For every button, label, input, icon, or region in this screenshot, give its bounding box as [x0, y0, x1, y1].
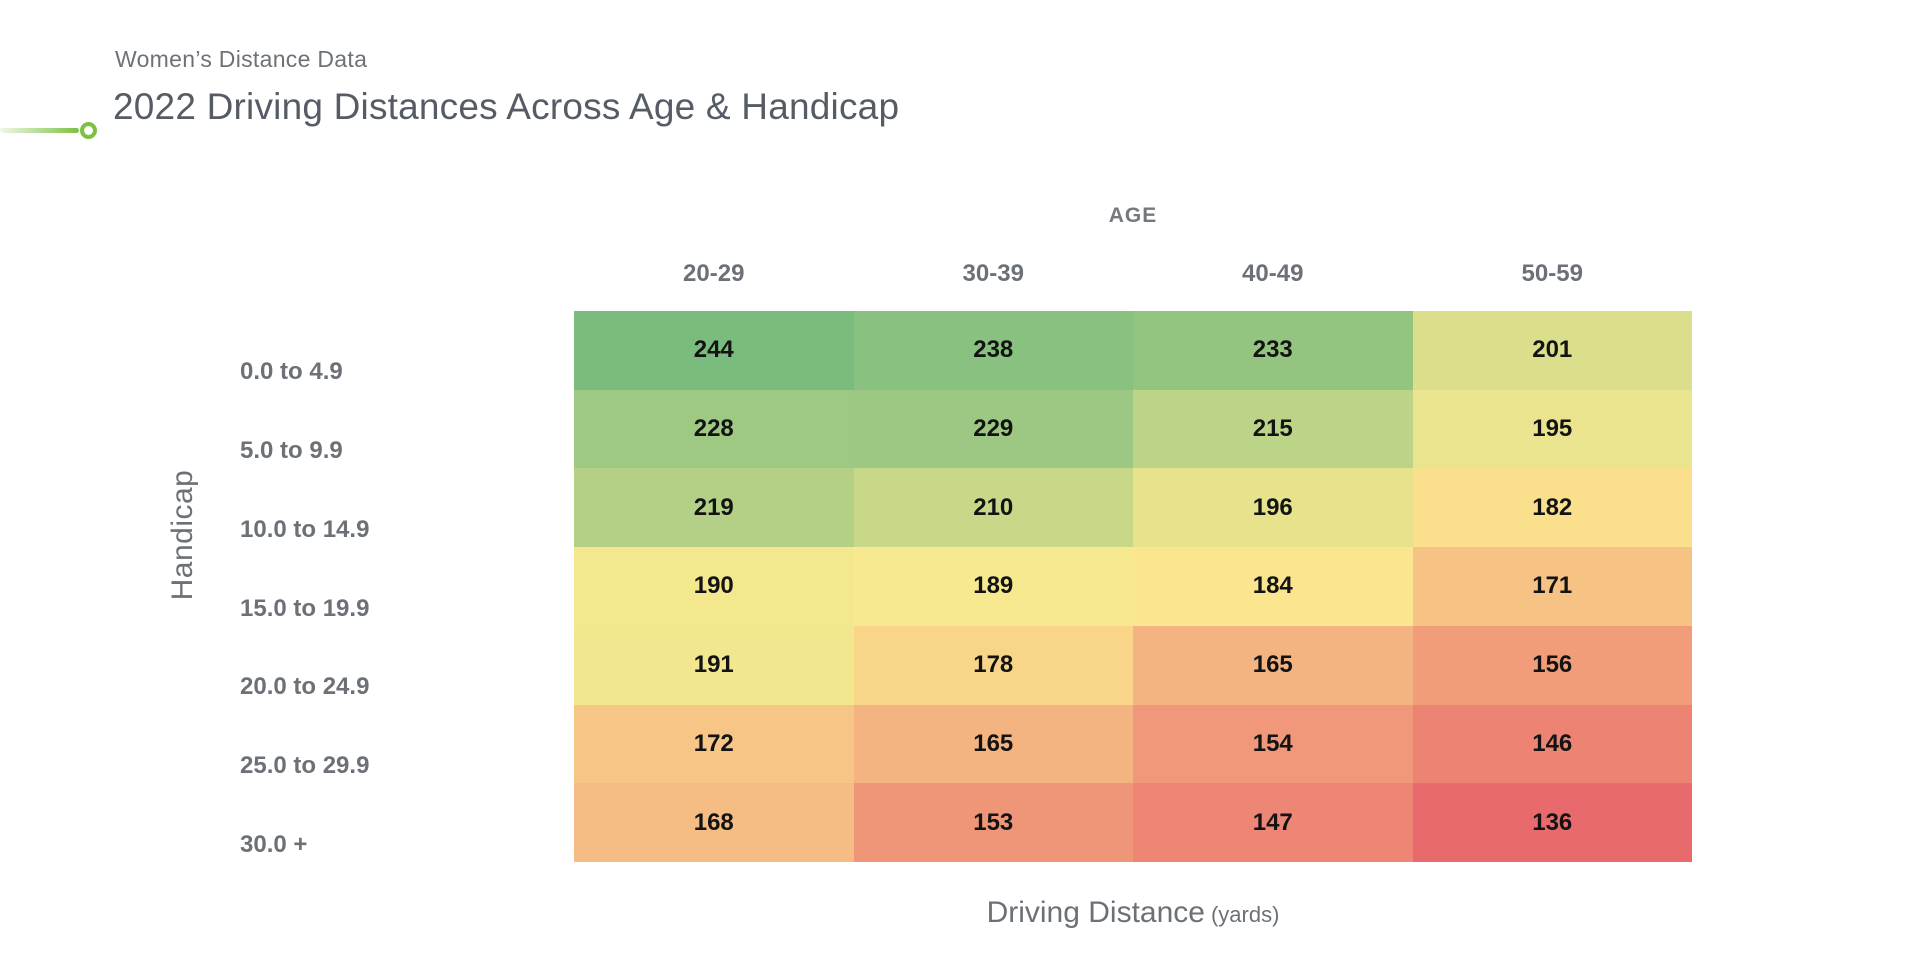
heatmap-cell: 196	[1133, 468, 1413, 548]
heatmap-cell: 195	[1412, 389, 1692, 469]
y-axis-title: Handicap	[166, 469, 199, 601]
cell-value: 178	[973, 651, 1014, 679]
heatmap-cell: 154	[1133, 704, 1413, 784]
title-accent-ring-icon	[80, 122, 97, 139]
value-axis-label: Driving Distance	[986, 896, 1205, 929]
cell-value: 165	[973, 729, 1014, 757]
cell-value: 136	[1532, 808, 1573, 836]
heatmap-cell: 189	[853, 547, 1133, 626]
heatmap-cell: 228	[574, 389, 854, 469]
cell-value: 165	[1252, 651, 1293, 679]
cell-value: 228	[693, 415, 734, 443]
cell-value: 196	[1252, 493, 1293, 521]
cell-value: 195	[1532, 415, 1573, 443]
cell-value: 168	[693, 808, 734, 836]
row-label: 0.0 to 4.9	[240, 358, 343, 386]
cell-value: 182	[1532, 493, 1573, 521]
cell-value: 184	[1252, 572, 1293, 600]
heatmap-cell: 190	[574, 547, 854, 626]
row-labels: 0.0 to 4.9 5.0 to 9.9 10.0 to 14.9 15.0 to …	[240, 311, 540, 862]
title-accent-line	[0, 128, 79, 133]
cell-value: 156	[1532, 651, 1573, 679]
heatmap-cell: 156	[1412, 625, 1692, 705]
column-header: 30-39	[962, 260, 1024, 287]
row-label: 15.0 to 19.9	[240, 594, 370, 622]
chart-subtitle: Women’s Distance Data	[115, 46, 368, 72]
heatmap-cell: 147	[1133, 783, 1413, 862]
heatmap-cell: 244	[574, 311, 854, 390]
cell-value: 233	[1252, 336, 1293, 364]
heatmap-cell: 201	[1412, 311, 1692, 390]
row-label: 5.0 to 9.9	[240, 437, 343, 465]
heatmap-cell: 233	[1133, 311, 1413, 390]
cell-value: 191	[693, 651, 734, 679]
row-label: 10.0 to 14.9	[240, 515, 370, 543]
heatmap-cell: 215	[1133, 389, 1413, 469]
heatmap-cell: 238	[853, 311, 1133, 390]
heatmap-cell: 182	[1412, 468, 1692, 548]
heatmap-cell: 136	[1412, 783, 1692, 862]
column-header: 50-59	[1521, 260, 1583, 287]
value-axis-caption: Driving Distance (yards)	[574, 896, 1692, 930]
cell-value: 153	[973, 808, 1014, 836]
heatmap-cell: 178	[853, 625, 1133, 705]
cell-value: 154	[1252, 729, 1293, 757]
column-header: 40-49	[1242, 260, 1304, 287]
cell-value: 244	[693, 336, 734, 364]
heatmap-cell: 165	[1133, 625, 1413, 705]
heatmap-cell: 165	[853, 704, 1133, 784]
heatmap-cell: 219	[574, 468, 854, 548]
heatmap-cell: 191	[574, 625, 854, 705]
heatmap-cell: 171	[1412, 547, 1692, 626]
cell-value: 146	[1532, 729, 1573, 757]
cell-value: 172	[693, 729, 734, 757]
heatmap-cell: 210	[853, 468, 1133, 548]
cell-value: 215	[1252, 415, 1293, 443]
cell-value: 229	[973, 415, 1014, 443]
row-label: 25.0 to 29.9	[240, 751, 370, 779]
cell-value: 147	[1252, 808, 1293, 836]
x-axis-title: AGE	[1108, 204, 1158, 227]
chart-title: 2022 Driving Distances Across Age & Hand…	[113, 86, 900, 127]
heatmap-grid: 244 238 233 201 228 229 215 195 219 210 196 182 190 1…	[574, 311, 1692, 862]
cell-value: 201	[1532, 336, 1573, 364]
column-headers: 20-29 30-39 40-49 50-59	[574, 260, 1692, 288]
row-label: 30.0 +	[240, 830, 308, 858]
cell-value: 171	[1532, 572, 1573, 600]
cell-value: 190	[693, 572, 734, 600]
heatmap-cell: 172	[574, 704, 854, 784]
cell-value: 210	[973, 493, 1014, 521]
heatmap-cell: 168	[574, 783, 854, 862]
row-label: 20.0 to 24.9	[240, 673, 370, 701]
heatmap-cell: 146	[1412, 704, 1692, 784]
heatmap-cell: 153	[853, 783, 1133, 862]
cell-value: 219	[693, 493, 734, 521]
value-axis-unit: (yards)	[1210, 902, 1280, 927]
cell-value: 189	[973, 572, 1014, 600]
heatmap-cell: 184	[1133, 547, 1413, 626]
column-header: 20-29	[683, 260, 745, 287]
cell-value: 238	[973, 336, 1014, 364]
heatmap-cell: 229	[853, 389, 1133, 469]
